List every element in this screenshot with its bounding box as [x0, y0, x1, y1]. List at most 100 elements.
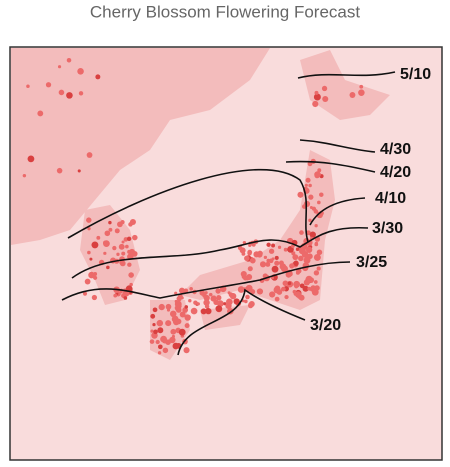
city-dot	[247, 251, 252, 256]
city-dot	[292, 254, 299, 261]
city-dot	[271, 265, 279, 273]
city-dot	[314, 171, 321, 178]
city-dot	[266, 242, 271, 247]
city-dot	[305, 246, 313, 253]
city-dot	[307, 286, 312, 291]
city-dot	[184, 323, 190, 329]
city-dot	[265, 261, 271, 267]
city-dot	[303, 256, 311, 264]
city-dot	[312, 100, 319, 108]
isoline-label: 3/25	[356, 254, 387, 271]
isoline	[299, 139, 376, 153]
city-dot	[153, 329, 158, 335]
city-dot	[292, 289, 297, 294]
city-dot	[208, 292, 213, 297]
city-dot	[322, 95, 329, 103]
isoline-label: 3/30	[372, 220, 403, 237]
isoline-label: 3/20	[310, 317, 341, 334]
city-dot	[158, 303, 165, 311]
city-dot	[274, 296, 280, 302]
city-dot	[240, 270, 247, 278]
city-dot	[108, 220, 112, 225]
city-dot	[263, 255, 268, 260]
city-dot	[26, 84, 30, 89]
city-dot	[175, 307, 182, 313]
city-dot	[157, 327, 164, 334]
city-dot	[95, 74, 101, 80]
city-dot	[199, 290, 206, 296]
city-dot	[82, 291, 88, 296]
city-dot	[66, 92, 73, 99]
city-dot	[212, 295, 217, 300]
city-dot	[179, 311, 186, 318]
city-dot	[121, 251, 126, 256]
city-dot	[123, 296, 128, 300]
city-dot	[215, 305, 223, 312]
city-dot	[93, 272, 98, 276]
city-dot	[313, 280, 318, 284]
city-dot	[96, 235, 101, 240]
city-dot	[237, 286, 245, 293]
city-dot	[314, 242, 319, 247]
city-dot	[242, 275, 248, 281]
city-dot	[189, 286, 193, 291]
city-dot	[227, 291, 231, 295]
city-dot	[165, 320, 172, 327]
city-dot	[278, 260, 284, 266]
city-dot	[296, 293, 303, 299]
city-dot	[309, 206, 313, 210]
city-dot	[125, 244, 129, 249]
city-dot	[223, 302, 227, 306]
city-dot	[166, 308, 171, 312]
city-dot	[132, 234, 138, 241]
city-dot	[56, 167, 63, 174]
city-dot	[289, 263, 295, 269]
city-dot	[91, 294, 98, 301]
city-dot	[256, 251, 263, 258]
city-dot	[118, 243, 125, 250]
city-dot	[297, 191, 304, 198]
city-dot	[308, 218, 312, 223]
city-dot	[271, 243, 276, 248]
city-dot	[91, 241, 99, 249]
city-dot	[58, 89, 65, 96]
city-dot	[129, 282, 133, 287]
isoline-label: 5/10	[400, 66, 431, 83]
city-dot	[314, 224, 318, 228]
city-dot	[45, 82, 52, 88]
city-dot	[215, 288, 221, 294]
city-dot	[77, 169, 81, 173]
city-dot	[157, 351, 162, 355]
city-dot	[204, 291, 208, 295]
city-dot	[268, 258, 274, 264]
map: 5/10 4/30 4/20 4/10 3/30 3/25 3/20	[9, 46, 443, 461]
hokkaido	[300, 50, 390, 120]
city-dot	[321, 85, 328, 92]
isoline	[285, 160, 376, 173]
city-dot	[244, 299, 248, 304]
city-dot	[150, 313, 156, 319]
city-dot	[233, 298, 240, 305]
city-dot	[203, 299, 210, 306]
city-dot	[162, 347, 169, 354]
city-dot	[269, 291, 276, 298]
city-dot	[249, 257, 256, 264]
city-dot	[88, 271, 95, 279]
city-dot	[160, 335, 167, 343]
city-dot	[170, 328, 177, 335]
isoline-label: 4/20	[380, 164, 411, 181]
city-dot	[268, 248, 275, 254]
city-dot	[274, 255, 279, 260]
city-dot	[298, 255, 304, 262]
city-dot	[203, 294, 210, 302]
city-dot	[200, 308, 207, 315]
city-dot	[165, 303, 172, 310]
title: Cherry Blossom Flowering Forecast	[90, 2, 360, 21]
city-dot	[213, 299, 219, 306]
city-dot	[302, 285, 309, 292]
city-dot	[259, 261, 267, 268]
city-dot	[152, 307, 158, 313]
city-dot	[174, 291, 178, 295]
city-dot	[299, 230, 304, 235]
